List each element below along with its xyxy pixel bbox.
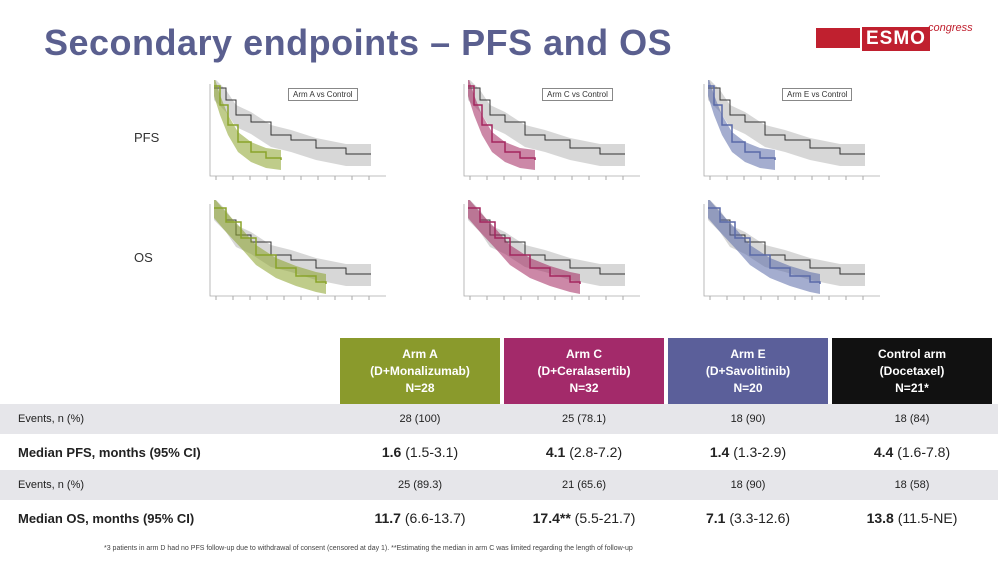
km-arm-curve [214, 207, 327, 284]
km-plot [450, 200, 650, 320]
km-control-ci-band [214, 200, 371, 286]
km-plot-svg [463, 80, 640, 180]
table-cell: 7.1 (3.3-12.6) [705, 510, 791, 526]
table-cell: 13.8 (11.5-NE) [866, 510, 958, 526]
table-cell: 4.4 (1.6-7.8) [873, 444, 951, 460]
row-label: Events, n (%) [18, 413, 85, 425]
km-axes [209, 84, 386, 177]
km-axes [209, 204, 386, 297]
km-axes [463, 84, 640, 177]
row-label: Median PFS, months (95% CI) [18, 444, 201, 460]
km-plot: Arm E vs Control [690, 80, 890, 200]
km-arm-ci-band [708, 80, 775, 170]
table-cell: 25 (89.3) [397, 479, 443, 491]
column-header-arm-e: Arm E (D+Savolitinib) N=20 [668, 338, 828, 404]
km-plot-svg [703, 200, 880, 300]
table-cell: 11.7 (6.6-13.7) [374, 510, 466, 526]
km-plot [690, 200, 890, 320]
table-cell: 1.4 (1.3-2.9) [709, 444, 787, 460]
km-arm-curve [468, 207, 581, 284]
column-n: N=32 [569, 380, 599, 395]
column-n: N=20 [733, 380, 763, 395]
table-row: Median PFS, months (95% CI) 1.6 (1.5-3.1)… [0, 434, 998, 470]
logo-brand: ESMO [862, 27, 930, 51]
logo-sub: congress [928, 22, 973, 34]
km-plot-svg [209, 200, 386, 300]
table-cell: 17.4** (5.5-21.7) [532, 510, 636, 526]
km-plot: Arm C vs Control [450, 80, 650, 200]
km-arm-ci-band [468, 200, 580, 294]
km-arm-curve [214, 85, 282, 160]
km-legend-label: Arm C vs Control [542, 88, 613, 101]
column-title: Control arm [877, 346, 946, 361]
table-cell: 28 (100) [399, 413, 441, 425]
logo-left-block [816, 28, 860, 48]
page-title: Secondary endpoints – PFS and OS [44, 22, 673, 63]
column-header-arm-c: Arm C (D+Ceralasertib) N=32 [504, 338, 664, 404]
km-legend-label: Arm E vs Control [782, 88, 853, 101]
table-cell: 21 (65.6) [561, 479, 607, 491]
column-header-arm-a: Arm A (D+Monalizumab) N=28 [340, 338, 500, 404]
km-axes [463, 204, 640, 297]
km-arm-ci-band [708, 200, 820, 294]
column-header-control: Control arm (Docetaxel) N=21* [832, 338, 992, 404]
pfs-row-label: PFS [134, 130, 160, 145]
column-subtitle: (D+Monalizumab) [370, 363, 470, 378]
km-arm-curve [708, 85, 776, 160]
km-control-ci-band [468, 200, 625, 286]
table-cell: 18 (58) [894, 479, 930, 491]
table-cell: 18 (90) [730, 479, 766, 491]
km-plot-svg [703, 80, 880, 180]
km-control-ci-band [468, 80, 625, 166]
column-n: N=21* [895, 380, 929, 395]
table-cell: 18 (90) [730, 413, 766, 425]
km-plot-svg [209, 80, 386, 180]
km-axes [703, 204, 880, 297]
km-arm-ci-band [214, 200, 326, 294]
km-control-curve [468, 87, 625, 155]
table-cell: 18 (84) [894, 413, 930, 425]
row-label: Events, n (%) [18, 479, 85, 491]
km-control-ci-band [214, 80, 371, 166]
km-control-ci-band [708, 80, 865, 166]
column-subtitle: (Docetaxel) [879, 363, 945, 378]
table-cell: 4.1 (2.8-7.2) [545, 444, 623, 460]
km-legend-label: Arm A vs Control [288, 88, 358, 101]
table-row: Events, n (%) 25 (89.3) 21 (65.6) 18 (90) 18… [0, 470, 998, 500]
column-n: N=28 [405, 380, 435, 395]
column-title: Arm C [565, 346, 602, 361]
row-label: Median OS, months (95% CI) [18, 510, 195, 526]
km-arm-ci-band [214, 80, 281, 170]
km-plot: Arm A vs Control [196, 80, 396, 200]
km-plot [196, 200, 396, 320]
table-row: Events, n (%) 28 (100) 25 (78.1) 18 (90) 18 … [0, 404, 998, 434]
km-arm-ci-band [468, 80, 535, 170]
os-row-label: OS [134, 250, 153, 265]
km-axes [703, 84, 880, 177]
esmo-logo: ESMO congress [816, 22, 973, 54]
footnote: *3 patients in arm D had no PFS follow-u… [104, 545, 633, 552]
column-subtitle: (D+Ceralasertib) [537, 363, 631, 378]
table-row: Median OS, months (95% CI) 11.7 (6.6-13.7… [0, 500, 998, 536]
table-cell: 1.6 (1.5-3.1) [381, 444, 459, 460]
table-cell: 25 (78.1) [561, 413, 607, 425]
km-control-curve [214, 87, 371, 155]
column-subtitle: (D+Savolitinib) [705, 363, 791, 378]
km-plot-svg [463, 200, 640, 300]
km-arm-curve [708, 207, 821, 284]
column-title: Arm E [730, 346, 766, 361]
km-arm-curve [468, 85, 536, 160]
column-title: Arm A [402, 346, 438, 361]
km-control-ci-band [708, 200, 865, 286]
km-control-curve [708, 87, 865, 155]
